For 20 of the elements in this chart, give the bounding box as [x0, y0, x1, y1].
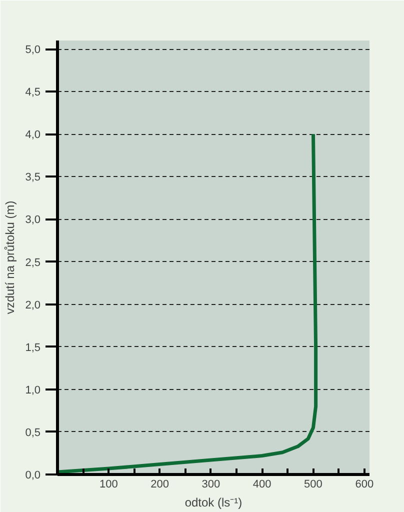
y-tick-label: 4,5 [25, 86, 41, 99]
line-series [58, 132, 318, 474]
y-tick-label: 1,0 [25, 384, 41, 396]
y-axis-title: vzdutí na průtoku (m) [3, 200, 18, 314]
x-tick-label: 400 [252, 478, 272, 490]
x-tick-label: 500 [304, 478, 322, 490]
y-tick-label: 4,0 [25, 129, 41, 142]
y-tick-label: 0,5 [25, 426, 41, 439]
x-tick-label: 100 [99, 478, 118, 490]
x-tick-label: 300 [202, 478, 220, 490]
y-tick-label: 5,0 [25, 44, 41, 56]
y-tick-label: 2,0 [25, 299, 41, 312]
x-axis-title: odtok (ls⁻¹) [184, 496, 242, 510]
y-tick-label: 0,0 [25, 470, 41, 482]
y-tick-label: 3,5 [25, 172, 41, 184]
y-tick-label: 1,5 [25, 342, 41, 354]
y-tick-label: 3,0 [25, 214, 41, 226]
x-tick-label: 600 [355, 478, 374, 490]
y-tick-label: 2,5 [25, 256, 41, 269]
x-tick-label: 200 [150, 478, 169, 490]
